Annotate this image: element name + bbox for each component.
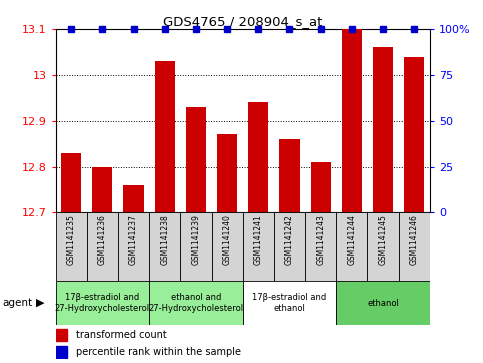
Bar xyxy=(87,212,118,281)
Bar xyxy=(342,29,362,212)
Text: ethanol: ethanol xyxy=(367,299,399,307)
Bar xyxy=(336,281,430,325)
Bar xyxy=(248,102,269,212)
Bar xyxy=(398,212,430,281)
Bar xyxy=(56,346,67,358)
Text: GSM1141246: GSM1141246 xyxy=(410,215,419,265)
Text: 17β-estradiol and
27-Hydroxycholesterol: 17β-estradiol and 27-Hydroxycholesterol xyxy=(55,293,150,313)
Text: ethanol and
27-Hydroxycholesterol: ethanol and 27-Hydroxycholesterol xyxy=(148,293,243,313)
Text: GSM1141235: GSM1141235 xyxy=(67,215,76,265)
Text: GSM1141244: GSM1141244 xyxy=(347,215,356,265)
Text: GSM1141239: GSM1141239 xyxy=(191,215,200,265)
Bar xyxy=(274,212,305,281)
Text: transformed count: transformed count xyxy=(76,330,167,340)
Bar xyxy=(56,212,87,281)
Text: GSM1141238: GSM1141238 xyxy=(160,215,169,265)
Bar xyxy=(242,281,336,325)
Text: GSM1141243: GSM1141243 xyxy=(316,215,325,265)
Bar xyxy=(149,212,180,281)
Bar xyxy=(279,139,299,212)
Bar xyxy=(61,153,81,212)
Text: GSM1141237: GSM1141237 xyxy=(129,215,138,265)
Bar xyxy=(186,107,206,212)
Bar xyxy=(149,281,242,325)
Bar xyxy=(155,61,175,212)
Text: ▶: ▶ xyxy=(36,298,45,308)
Text: GSM1141236: GSM1141236 xyxy=(98,215,107,265)
Text: 17β-estradiol and
ethanol: 17β-estradiol and ethanol xyxy=(253,293,327,313)
Text: GSM1141241: GSM1141241 xyxy=(254,215,263,265)
Text: GSM1141240: GSM1141240 xyxy=(223,215,232,265)
Bar xyxy=(404,57,425,212)
Bar xyxy=(56,281,149,325)
Text: GSM1141242: GSM1141242 xyxy=(285,215,294,265)
Bar xyxy=(368,212,398,281)
Text: agent: agent xyxy=(2,298,32,308)
Bar xyxy=(180,212,212,281)
Bar xyxy=(212,212,242,281)
Text: GSM1141245: GSM1141245 xyxy=(379,215,387,265)
Title: GDS4765 / 208904_s_at: GDS4765 / 208904_s_at xyxy=(163,15,322,28)
Bar xyxy=(336,212,368,281)
Bar xyxy=(118,212,149,281)
Bar xyxy=(56,329,67,340)
Bar xyxy=(305,212,336,281)
Bar xyxy=(217,134,237,212)
Bar xyxy=(242,212,274,281)
Bar xyxy=(92,167,113,212)
Text: percentile rank within the sample: percentile rank within the sample xyxy=(76,347,241,357)
Bar xyxy=(373,48,393,212)
Bar xyxy=(123,185,143,212)
Bar xyxy=(311,162,331,212)
